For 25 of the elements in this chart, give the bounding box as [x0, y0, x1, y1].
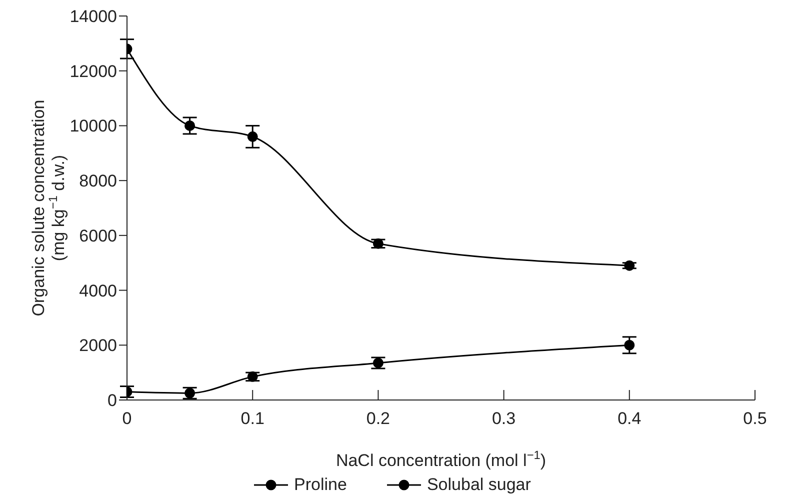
x-tick-label: 0.2	[366, 409, 390, 428]
point	[372, 358, 384, 368]
x-tick-label: 0	[122, 409, 132, 428]
x-tick-label: 0.4	[618, 409, 642, 428]
legend-label: Proline	[294, 475, 347, 495]
point	[184, 120, 196, 131]
point	[247, 371, 258, 382]
x-axis-title: NaCl concentration (mol l$^{−1}$)	[336, 448, 546, 470]
x-tick-label: 0.5	[743, 409, 767, 428]
x-tick-label: 0.3	[492, 409, 516, 428]
x-tick-label: 0.1	[240, 409, 264, 428]
point	[184, 388, 196, 398]
y-tick-label: 12000	[70, 62, 117, 81]
y-tick-label: 2000	[79, 336, 117, 356]
y-tick-label: 0	[108, 391, 117, 410]
point	[372, 238, 384, 249]
point	[624, 340, 635, 350]
y-tick-label: 8000	[79, 172, 117, 191]
legend-label: Solubal sugar	[426, 475, 531, 495]
point	[624, 260, 635, 271]
y-tick-label: 10000	[70, 116, 117, 136]
y-tick-label: 14000	[70, 7, 117, 26]
y-tick-label: 6000	[79, 226, 117, 246]
y-tick-label: 4000	[79, 281, 117, 300]
point	[247, 131, 258, 142]
